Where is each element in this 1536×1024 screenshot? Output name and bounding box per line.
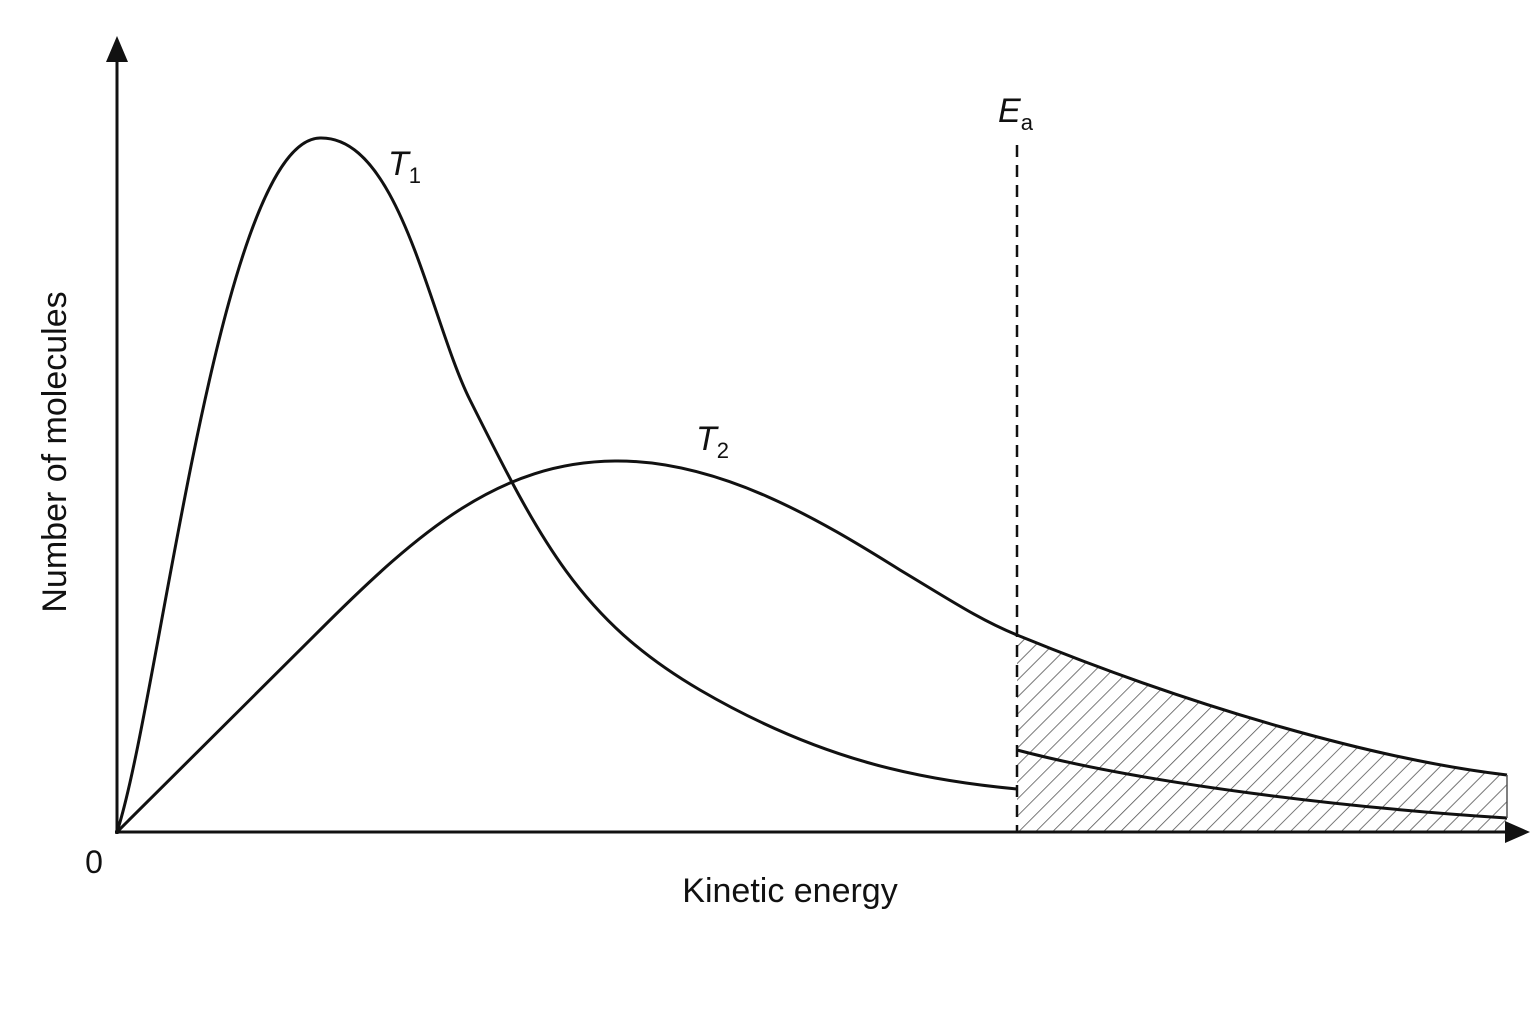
curve-t1 [115, 136, 1018, 833]
curve-label: T2 [696, 420, 729, 463]
activation-energy-label: Ea [998, 92, 1034, 135]
y-axis-arrow [106, 36, 128, 62]
curve-subscript: 1 [409, 163, 421, 188]
curve-t2 [115, 459, 1508, 834]
x-axis-arrow [1505, 821, 1530, 843]
curve-symbol: T [696, 420, 719, 458]
curve-t1-tail [1016, 748, 1508, 820]
ea-subscript: a [1021, 110, 1034, 135]
x-axis-label: Kinetic energy [682, 872, 897, 910]
origin-label: 0 [85, 844, 103, 880]
hatched-area [1017, 635, 1507, 832]
curve-label: T1 [388, 145, 421, 188]
curve-subscript: 2 [717, 438, 729, 463]
ea-symbol: E [998, 92, 1021, 130]
y-axis-label: Number of molecules [36, 291, 74, 612]
curve-symbol: T [388, 145, 411, 183]
